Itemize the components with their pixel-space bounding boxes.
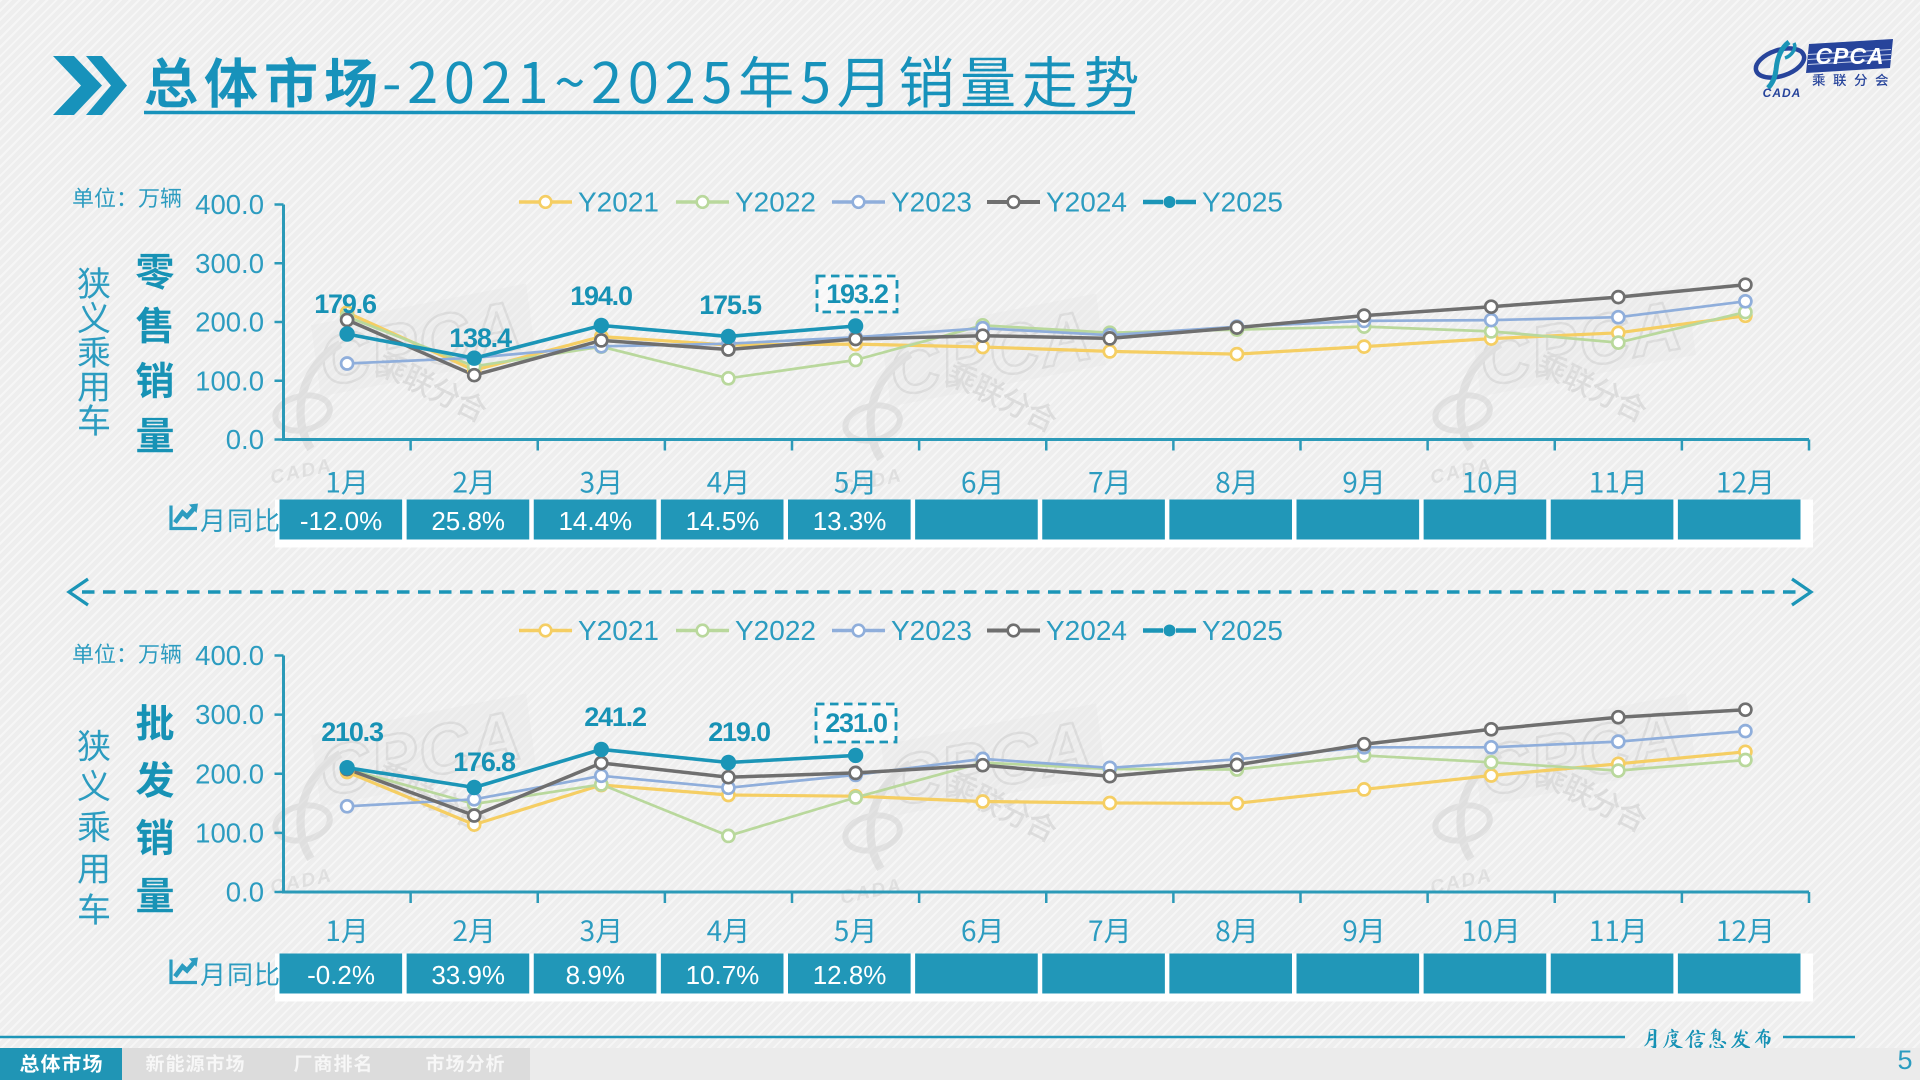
svg-text:14.5%: 14.5% [686,506,760,536]
svg-text:0.0: 0.0 [226,424,264,455]
svg-text:400.0: 400.0 [195,189,264,220]
svg-text:179.6: 179.6 [314,289,377,319]
svg-text:CPCA: CPCA [1473,695,1690,811]
svg-text:138.4: 138.4 [449,323,512,353]
svg-text:Y2022: Y2022 [735,615,816,646]
svg-text:-0.2%: -0.2% [307,960,375,990]
svg-text:8.9%: 8.9% [566,960,625,990]
svg-text:400.0: 400.0 [195,640,264,671]
svg-text:25.8%: 25.8% [431,506,505,536]
svg-text:100.0: 100.0 [195,817,264,848]
svg-text:CADA: CADA [1763,86,1802,100]
svg-text:12.8%: 12.8% [813,960,887,990]
svg-text:Y2024: Y2024 [1046,615,1127,646]
svg-text:5: 5 [1897,1045,1912,1075]
svg-text:Y2023: Y2023 [891,615,972,646]
svg-text:210.3: 210.3 [321,717,384,747]
svg-text:219.0: 219.0 [708,717,770,747]
svg-text:33.9%: 33.9% [431,960,505,990]
svg-text:0.0: 0.0 [226,877,264,908]
svg-text:241.2: 241.2 [584,702,646,732]
svg-text:193.2: 193.2 [826,279,888,309]
svg-text:100.0: 100.0 [195,365,264,396]
svg-text:CADA: CADA [1428,865,1494,899]
svg-text:Y2024: Y2024 [1046,187,1127,218]
svg-text:CPCA: CPCA [1473,285,1690,401]
svg-text:Y2023: Y2023 [891,187,972,218]
svg-text:Y2025: Y2025 [1202,187,1283,218]
svg-text:231.0: 231.0 [825,708,887,738]
svg-text:10.7%: 10.7% [686,960,760,990]
svg-text:CPCA: CPCA [883,295,1100,411]
svg-text:300.0: 300.0 [195,699,264,730]
svg-text:-12.0%: -12.0% [300,506,382,536]
svg-text:Y2021: Y2021 [578,615,659,646]
svg-text:Y2021: Y2021 [578,187,659,218]
svg-text:176.8: 176.8 [453,747,516,777]
svg-text:14.4%: 14.4% [558,506,632,536]
svg-text:Y2025: Y2025 [1202,615,1283,646]
svg-text:200.0: 200.0 [195,307,264,338]
svg-text:CADA: CADA [268,455,334,489]
svg-text:Y2022: Y2022 [735,187,816,218]
svg-text:200.0: 200.0 [195,758,264,789]
svg-text:13.3%: 13.3% [813,506,887,536]
svg-text:CPCA: CPCA [1815,43,1884,69]
svg-text:CADA: CADA [268,865,334,899]
svg-text:175.5: 175.5 [699,290,762,320]
svg-text:300.0: 300.0 [195,248,264,279]
svg-text:194.0: 194.0 [570,281,632,311]
